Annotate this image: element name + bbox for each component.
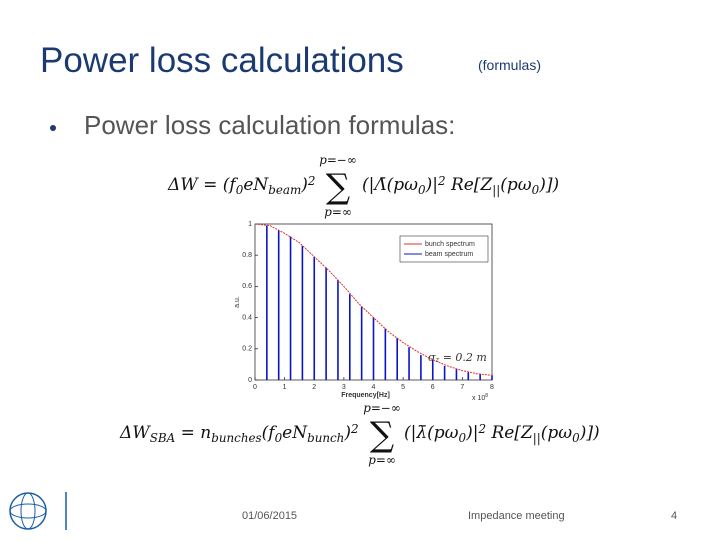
series-line [254, 223, 493, 376]
sum-upper: p=−∞ [319, 153, 356, 167]
formula-sup: 2 [437, 174, 446, 188]
formula-sup: 2 [477, 422, 486, 436]
formula-part: (|λ̄(pω [404, 423, 459, 443]
formula-sub: 0 [572, 431, 580, 445]
sum-sign: ∑ [326, 167, 350, 207]
x-tick-label: 6 [431, 384, 435, 391]
sum-lower: p=∞ [368, 453, 395, 467]
y-tick-label: 0.8 [242, 252, 252, 259]
formula-part: ΔW = (f [167, 175, 238, 195]
sum-lower: p=∞ [324, 205, 351, 219]
formula-sub: 0 [236, 183, 244, 197]
formula-sup: 2 [350, 422, 359, 436]
annotation-part: z [435, 356, 440, 364]
y-tick-label: 0.4 [242, 314, 252, 321]
bullet-text: Power loss calculation formulas: [84, 110, 455, 140]
formula-part: eN [282, 423, 308, 443]
formula: ΔWSBA = nbunches(f0eNbunch)2 ∑p=−∞p=∞(|λ̄… [119, 401, 600, 467]
y-tick-label: 0.6 [242, 283, 252, 290]
formula-part: (pω [500, 175, 532, 195]
x-tick-label: 1 [283, 384, 287, 391]
formula-part: Re[Z [486, 423, 534, 443]
formula-part: )| [465, 423, 478, 443]
formula-sub: 0 [418, 183, 426, 197]
formula-part: )]) [538, 175, 559, 195]
formula-part: )]) [579, 423, 600, 443]
sum-upper: p=−∞ [363, 401, 400, 415]
formula-text: ΔW = (f0eNbeam)2 [167, 174, 315, 197]
title: Power loss calculations [40, 41, 404, 80]
formula-sub: 0 [532, 183, 540, 197]
y-tick-label: 0.2 [242, 346, 252, 353]
x-multiplier: x 108 [472, 393, 488, 402]
sum-sign: ∑ [370, 415, 394, 455]
x-tick-label: 3 [342, 384, 346, 391]
bullet-dot [50, 125, 56, 131]
y-tick-label: 0 [248, 377, 252, 384]
y-tick-label: 1 [248, 221, 252, 228]
formula-sub: || [492, 183, 500, 197]
footer-event: Impedance meeting [468, 510, 565, 522]
formula-part: = n [175, 423, 211, 443]
legend-box [399, 235, 489, 263]
formula-sub: 0 [459, 431, 467, 445]
annotation-part: = 0.2 m [439, 351, 487, 364]
cern-logo [9, 492, 67, 530]
page-number: 4 [671, 510, 677, 522]
formula-sub: bunch [307, 431, 344, 445]
formula-sub: beam [268, 183, 301, 197]
footer-date: 01/06/2015 [242, 510, 297, 522]
x-tick-label: 4 [372, 384, 376, 391]
formula-text: (|λ̄(pω0)|2 Re[Z||(pω0)]) [404, 422, 600, 445]
x-tick-label: 2 [312, 384, 316, 391]
x-tick-label: 8 [490, 384, 494, 391]
formula-part: (|Λ̄(pω [362, 175, 418, 195]
formula-sub: SBA [150, 431, 175, 445]
x-axis-label: Frequency[Hz] [341, 392, 390, 399]
subtitle: (formulas) [478, 57, 541, 73]
annotation: σz = 0.2 m [428, 351, 487, 364]
chart: 0 0.2 0.4 0.6 0.8 1 0 1 2 3 4 5 6 7 8 Frequency[Hz] x 10… [234, 221, 494, 402]
annotation-part: σ [428, 351, 436, 364]
formula-part: ) [343, 423, 351, 443]
formula-sub: bunches [211, 431, 261, 445]
formula: ΔW = (f0eNbeam)2 ∑p=−∞p=∞(|Λ̄(pω0)|2 Re[Z… [167, 153, 559, 219]
formula-sub: || [533, 431, 541, 445]
formula-part: )| [425, 175, 438, 195]
legend-label: beam spectrum [425, 251, 473, 258]
formula-sup: 2 [307, 174, 316, 188]
formula-sub: 0 [275, 431, 283, 445]
x-tick-label: 5 [401, 384, 405, 391]
formula-part: (pω [541, 423, 573, 443]
legend-label: bunch spectrum [425, 241, 475, 248]
formula-text: (|Λ̄(pω0)|2 Re[Z||(pω0)]) [362, 174, 559, 197]
x-tick-label: 0 [253, 384, 257, 391]
formula-part: eN [243, 175, 269, 195]
formula-part: ΔW [119, 423, 151, 443]
x-tick-label: 7 [460, 384, 464, 391]
y-axis-label: a.u. [234, 296, 241, 308]
x-multiplier-base: x 10 [472, 395, 485, 402]
formula-part: ) [300, 175, 308, 195]
formula-text: ΔWSBA = nbunches(f0eNbunch)2 [119, 422, 359, 445]
formula-part: (f [262, 423, 278, 443]
formula-part: Re[Z [446, 175, 494, 195]
x-multiplier-exp: 8 [485, 393, 488, 399]
